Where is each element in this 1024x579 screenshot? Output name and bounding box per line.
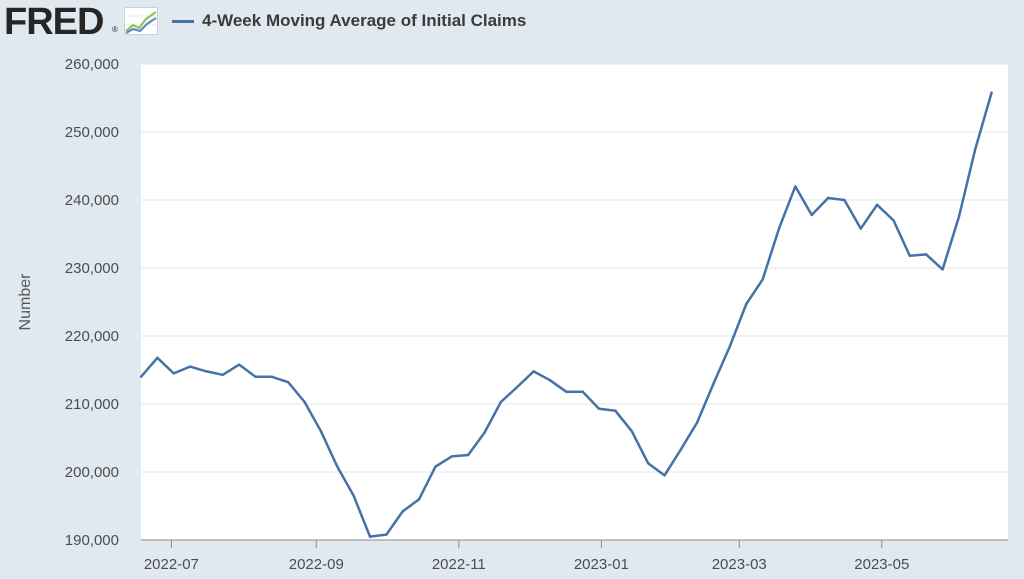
- data-point[interactable]: [434, 465, 437, 468]
- y-tick-label: 240,000: [65, 192, 119, 209]
- data-point[interactable]: [336, 465, 339, 468]
- data-point[interactable]: [532, 370, 535, 373]
- data-point[interactable]: [156, 356, 159, 359]
- data-point[interactable]: [188, 365, 192, 368]
- data-point[interactable]: [712, 382, 715, 385]
- y-tick-label: 230,000: [65, 260, 119, 277]
- data-point[interactable]: [385, 533, 388, 536]
- y-axis-ticks: 190,000 200,000 210,000 220,000 230,000 240,0…: [65, 56, 119, 549]
- data-point[interactable]: [499, 400, 503, 404]
- data-point[interactable]: [581, 390, 584, 393]
- data-point[interactable]: [597, 407, 601, 410]
- data-point[interactable]: [483, 431, 486, 434]
- x-tick-label: 2022-07: [144, 556, 199, 573]
- data-point[interactable]: [401, 510, 404, 513]
- data-point[interactable]: [303, 400, 306, 404]
- data-point[interactable]: [614, 409, 617, 412]
- data-point[interactable]: [745, 302, 748, 306]
- data-point[interactable]: [941, 268, 944, 271]
- x-tick-label: 2022-11: [432, 556, 486, 573]
- data-point[interactable]: [826, 196, 830, 200]
- y-tick-label: 200,000: [65, 464, 119, 481]
- y-tick-label: 260,000: [65, 56, 119, 73]
- data-point[interactable]: [892, 219, 895, 222]
- legend-label: 4-Week Moving Average of Initial Claims: [202, 11, 527, 30]
- y-tick-label: 220,000: [65, 328, 119, 345]
- chart-legend[interactable]: 4-Week Moving Average of Initial Claims: [172, 10, 526, 32]
- data-point[interactable]: [450, 455, 454, 458]
- data-point[interactable]: [875, 203, 879, 206]
- plot-area: [141, 64, 1008, 540]
- data-point[interactable]: [990, 91, 993, 94]
- data-point[interactable]: [417, 498, 421, 501]
- x-tick-label: 2023-01: [574, 556, 629, 573]
- data-point[interactable]: [728, 345, 732, 348]
- x-tick-label: 2022-09: [289, 556, 344, 573]
- data-point[interactable]: [352, 494, 355, 497]
- data-point[interactable]: [139, 375, 143, 378]
- data-point[interactable]: [761, 278, 764, 281]
- data-point[interactable]: [695, 421, 699, 424]
- data-point[interactable]: [777, 227, 781, 230]
- data-point[interactable]: [908, 254, 912, 257]
- data-point[interactable]: [565, 390, 568, 393]
- legend-swatch: [172, 19, 194, 23]
- chart-header: FRED ® 4-Week Moving Average of Initial …: [0, 0, 1024, 44]
- data-point[interactable]: [368, 535, 372, 538]
- data-point[interactable]: [974, 147, 977, 151]
- data-point[interactable]: [466, 453, 470, 457]
- y-axis-label: Number: [17, 273, 34, 331]
- data-point[interactable]: [630, 430, 633, 433]
- data-point[interactable]: [270, 375, 274, 378]
- data-point[interactable]: [254, 375, 257, 378]
- data-point[interactable]: [221, 373, 224, 376]
- x-tick-label: 2023-03: [712, 556, 767, 573]
- data-point[interactable]: [287, 381, 290, 384]
- y-tick-label: 190,000: [65, 532, 119, 549]
- data-point[interactable]: [516, 385, 519, 389]
- data-point[interactable]: [237, 363, 241, 366]
- data-point[interactable]: [957, 215, 961, 219]
- data-point[interactable]: [319, 430, 323, 433]
- x-tick-label: 2023-05: [854, 556, 909, 573]
- data-point[interactable]: [794, 185, 797, 188]
- fred-graph-logo-icon: [124, 7, 158, 35]
- y-tick-label: 210,000: [65, 396, 119, 413]
- data-point[interactable]: [810, 213, 813, 217]
- data-point[interactable]: [646, 461, 650, 465]
- data-point[interactable]: [843, 198, 846, 202]
- data-point[interactable]: [172, 372, 175, 375]
- data-point[interactable]: [925, 253, 928, 256]
- fred-logo[interactable]: FRED: [4, 1, 104, 43]
- data-point[interactable]: [663, 474, 666, 477]
- series-group: [139, 91, 993, 538]
- registered-mark: ®: [112, 25, 118, 34]
- data-point[interactable]: [679, 448, 683, 451]
- gridlines: [141, 63, 1008, 473]
- data-point[interactable]: [859, 227, 862, 230]
- data-point[interactable]: [205, 370, 208, 373]
- data-point[interactable]: [548, 379, 552, 382]
- x-axis-ticks: 2022-07 2022-09 2022-11 2023-01 2023-03 2023-…: [144, 540, 909, 573]
- y-tick-label: 250,000: [65, 124, 119, 141]
